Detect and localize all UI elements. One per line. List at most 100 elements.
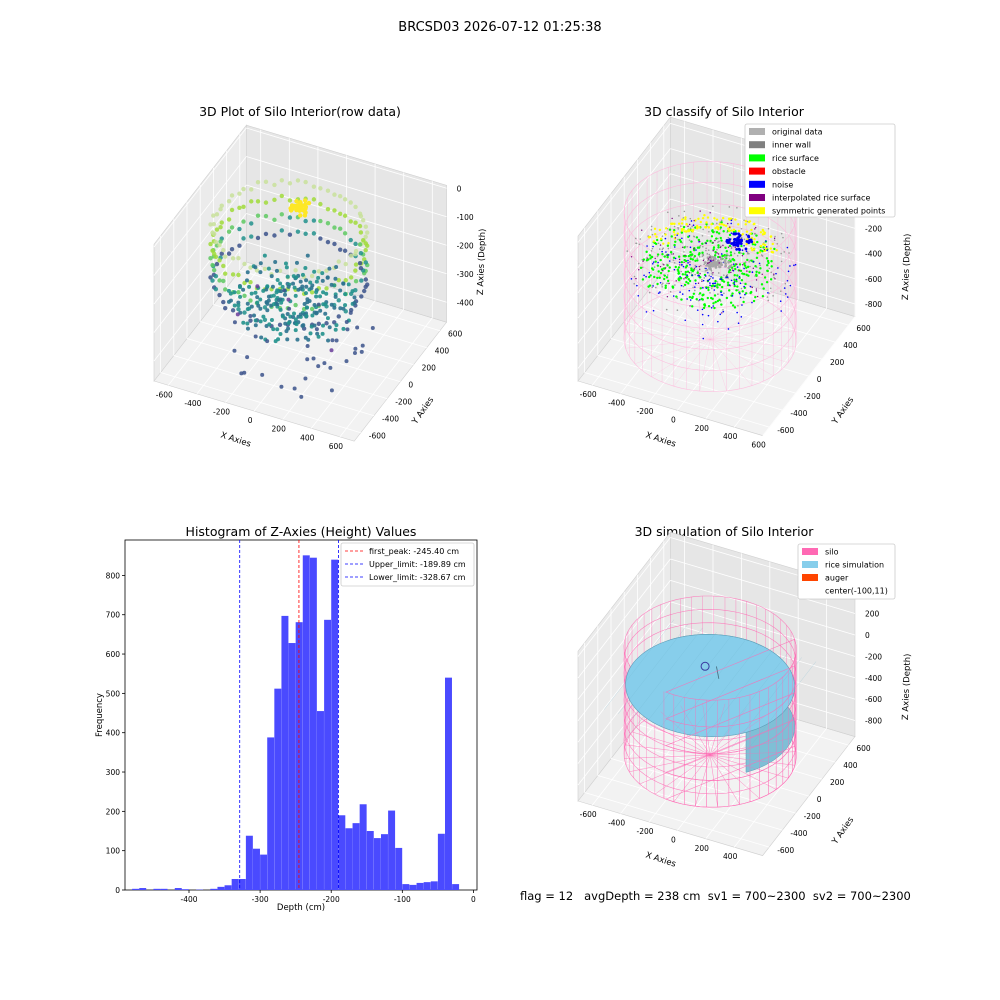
raw-data-point <box>236 256 241 261</box>
classify-symmetric-point <box>732 228 736 232</box>
raw-data-point <box>359 278 364 283</box>
y-tick-label: 600 <box>856 744 871 753</box>
classify-noise-point <box>789 284 792 287</box>
classify-original-point <box>657 242 660 245</box>
classify-noise-point <box>730 222 733 225</box>
classify-rice-surface-point <box>728 289 731 292</box>
classify-symmetric-point <box>752 248 756 251</box>
classify-symmetric-point <box>753 238 756 241</box>
raw-data-point <box>280 284 285 289</box>
raw-data-point <box>263 231 269 237</box>
classify-noise-point <box>708 278 711 281</box>
classify-original-point <box>692 286 694 289</box>
classify-original-point <box>658 248 661 250</box>
grid-line <box>597 775 783 831</box>
raw-y-ticks: -600 -400 -200 0 200 400 600 <box>369 330 463 441</box>
raw-data-point <box>303 218 308 224</box>
classify-interpolated-point <box>689 261 691 263</box>
x-tick-label: 400 <box>300 433 315 442</box>
classify-interpolated-point <box>712 259 714 261</box>
classify-original-point <box>639 238 641 240</box>
simulation-silo-front-spoke <box>709 703 726 756</box>
raw-data-point <box>298 286 303 291</box>
classify-noise-point <box>751 301 753 304</box>
classify-rice-surface-point <box>669 251 673 254</box>
raw-data-point <box>341 306 346 311</box>
classify-original-point <box>703 258 705 261</box>
raw-data-point <box>232 303 237 308</box>
simulation-z-axis-label: Z Axies (Depth) <box>901 653 913 720</box>
classify-noise-point <box>777 267 779 269</box>
classify-noise-point <box>681 237 683 240</box>
raw-data-point <box>279 228 284 233</box>
raw-data-point <box>293 328 298 333</box>
classify-original-point <box>666 274 669 276</box>
raw-data-point <box>241 219 246 224</box>
classify-noise-point <box>689 299 692 301</box>
classify-original-point <box>742 297 745 299</box>
classify-original-point <box>705 249 707 252</box>
classify-rice-surface-point <box>673 243 676 247</box>
classify-noise-point <box>744 247 748 251</box>
classify-legend-label: obstacle <box>772 167 806 176</box>
classify-interpolated-point <box>716 252 718 254</box>
simulation-z-ticks: 4002000-200-400-600-800 <box>865 588 882 725</box>
auger-line <box>716 666 720 679</box>
z-tick-label: -600 <box>865 695 882 704</box>
raw-data-point <box>248 318 253 323</box>
classify-silo-spoke <box>699 339 711 392</box>
classify-noise-point <box>725 239 729 243</box>
classify-original-point <box>701 255 704 257</box>
raw-data-point <box>235 312 240 317</box>
classify-noise-point <box>714 282 717 284</box>
classify-rice-surface-point <box>681 273 685 276</box>
classify-symmetric-point <box>707 226 711 229</box>
simulation-silo-front-spoke <box>710 715 766 756</box>
classify-symmetric-point <box>659 237 663 240</box>
raw-data-point <box>363 234 368 239</box>
classify-rice-surface-point <box>679 240 683 243</box>
y-tick-label: 400 <box>843 761 858 770</box>
classify-original-point <box>767 299 769 302</box>
z-tick-label: -200 <box>865 224 882 233</box>
raw-data-point <box>360 343 365 348</box>
classify-original-point <box>712 205 714 208</box>
rice-mesh-line <box>689 644 760 735</box>
classify-original-point <box>716 281 719 283</box>
classify-symmetric-point <box>682 228 685 231</box>
classify-interpolated-point <box>752 267 755 269</box>
classify-x-ticks: -600 -400 -200 0 200 400 600 <box>580 390 766 449</box>
raw-data-point <box>236 303 241 308</box>
classify-original-point <box>717 272 720 274</box>
classify-rice-surface-point <box>712 246 716 249</box>
classify-rice-surface-point <box>666 279 670 283</box>
raw-data-point <box>217 242 222 248</box>
y-tick-label: -400 <box>382 415 399 424</box>
raw-data-point <box>236 272 241 278</box>
histogram-bar <box>267 737 275 890</box>
classify-noise-point <box>674 257 677 260</box>
classify-rice-surface-point <box>641 278 645 281</box>
classify-noise-point <box>688 289 691 292</box>
raw-data-point <box>344 359 349 364</box>
classify-original-point <box>766 296 769 298</box>
classify-original-point <box>633 275 636 278</box>
classify-original-point <box>768 267 771 270</box>
classify-rice-surface-point <box>692 292 696 296</box>
classify-noise-point <box>652 309 655 312</box>
classify-symmetric-point <box>751 248 754 252</box>
raw-data-point <box>334 323 339 328</box>
classify-rice-surface-point <box>642 258 646 261</box>
classify-rice-surface-point <box>688 295 692 299</box>
classify-symmetric-point <box>697 217 700 221</box>
histogram-bar <box>423 882 431 890</box>
histogram-bar <box>160 888 168 890</box>
classify-rice-surface-point <box>721 254 724 258</box>
classify-noise-point <box>722 310 725 313</box>
classify-noise-point <box>741 304 743 306</box>
classify-original-point <box>650 225 653 228</box>
raw-data-point <box>221 299 226 305</box>
raw-data-point <box>341 326 346 331</box>
raw-data-point <box>327 266 332 271</box>
raw-data-point <box>242 280 247 286</box>
